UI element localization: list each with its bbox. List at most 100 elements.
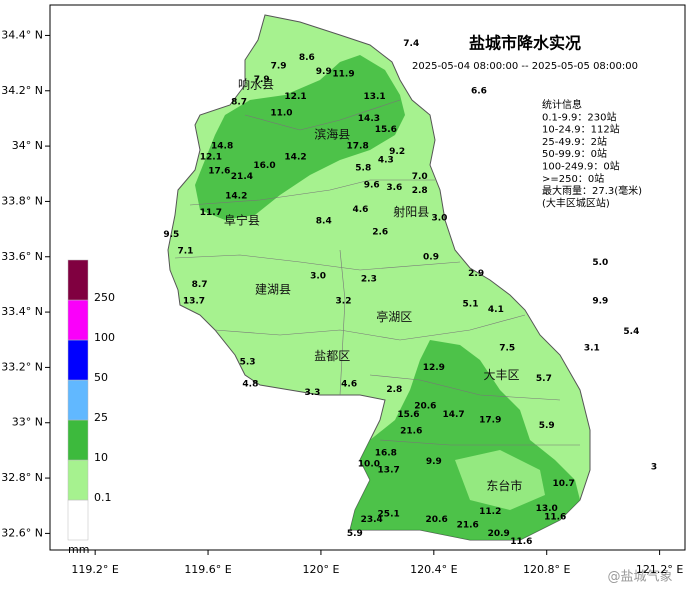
station-value: 2.6: [372, 227, 388, 237]
station-value: 3.0: [431, 214, 447, 224]
x-tick-label: 119.6° E: [184, 563, 231, 576]
legend-swatch: [67, 499, 89, 541]
county-name: 亭湖区: [376, 309, 412, 324]
station-value: 12.1: [200, 153, 222, 163]
map-title: 盐城市降水实况: [469, 34, 581, 53]
station-value: 13.0: [536, 504, 558, 514]
station-value: 17.8: [347, 142, 369, 152]
station-value: 8.6: [299, 53, 315, 63]
x-tick-label: 120.8° E: [523, 563, 570, 576]
y-tick-label: 33.8° N: [1, 194, 43, 207]
station-value: 14.7: [442, 410, 464, 420]
legend-swatch: [67, 299, 89, 341]
station-value: 7.9: [254, 75, 270, 85]
station-value: 11.7: [200, 208, 222, 218]
legend-label: 25: [94, 411, 108, 424]
y-tick-label: 34° N: [12, 139, 43, 152]
x-tick-label: 120.4° E: [410, 563, 457, 576]
station-value: 17.9: [479, 415, 501, 425]
station-value: 9.9: [592, 297, 608, 307]
legend-unit: mm: [68, 543, 89, 556]
station-value: 15.6: [397, 410, 419, 420]
legend-label: 50: [94, 371, 108, 384]
y-tick-label: 34.4° N: [1, 28, 43, 41]
legend-swatch: [67, 379, 89, 421]
y-tick-label: 33.4° N: [1, 305, 43, 318]
map-subtitle: 2025-05-04 08:00:00 -- 2025-05-05 08:00:…: [412, 61, 638, 72]
county-name: 响水县: [238, 77, 274, 92]
station-value: 2.9: [468, 269, 484, 279]
station-value: 25.1: [378, 510, 400, 520]
station-value: 9.9: [426, 457, 442, 467]
county-name: 射阳县: [393, 204, 429, 219]
county-name: 滨海县: [314, 127, 350, 142]
y-tick-label: 33.6° N: [1, 250, 43, 263]
stats-line: 统计信息: [542, 98, 582, 111]
station-value: 13.7: [378, 465, 400, 475]
station-value: 4.6: [352, 205, 368, 215]
x-tick-label: 120° E: [302, 563, 339, 576]
station-value: 7.5: [499, 344, 515, 354]
station-value: 5.3: [240, 357, 256, 367]
station-value: 9.9: [316, 67, 332, 77]
station-value: 3.1: [584, 344, 600, 354]
station-value: 10.0: [358, 460, 380, 470]
station-value: 4.1: [488, 305, 504, 315]
legend-swatch: [67, 419, 89, 461]
stats-line: 100-249.9：0站: [542, 160, 620, 173]
station-value: 12.9: [423, 363, 445, 373]
station-value: 7.4: [403, 39, 419, 49]
station-value: 20.9: [488, 529, 510, 539]
stats-line: (大丰区城区站): [542, 196, 610, 209]
legend-swatch: [67, 339, 89, 381]
station-value: 15.6: [375, 125, 397, 135]
station-value: 7.1: [177, 247, 193, 257]
station-value: 14.3: [358, 114, 380, 124]
legend-label: 100: [94, 331, 115, 344]
station-value: 3.6: [386, 183, 402, 193]
station-value: 8.4: [316, 216, 332, 226]
station-value: 2.3: [361, 274, 377, 284]
stats-line: 最大雨量：27.3(毫米): [542, 184, 642, 197]
station-value: 5.9: [347, 529, 363, 539]
county-name: 阜宁县: [224, 212, 260, 227]
x-tick-label: 119.2° E: [71, 563, 118, 576]
station-value: 11.6: [510, 537, 532, 547]
stats-line: 50-99.9：0站: [542, 147, 607, 160]
stats-line: 25-49.9：2站: [542, 135, 607, 148]
station-value: 13.7: [183, 297, 205, 307]
y-tick-label: 33° N: [12, 416, 43, 429]
y-tick-label: 33.2° N: [1, 360, 43, 373]
legend-label: 250: [94, 291, 115, 304]
station-value: 8.7: [192, 280, 208, 290]
station-value: 17.6: [208, 166, 230, 176]
legend-label: 10: [94, 451, 108, 464]
station-value: 16.0: [253, 161, 275, 171]
station-value: 9.2: [389, 147, 405, 157]
station-value: 7.9: [271, 61, 287, 71]
station-value: 5.0: [592, 258, 608, 268]
station-value: 4.8: [242, 380, 258, 390]
station-value: 11.0: [270, 108, 292, 118]
station-value: 11.6: [544, 512, 566, 522]
station-value: 5.8: [355, 164, 371, 174]
rain-area-light: [455, 450, 545, 510]
station-value: 3: [651, 463, 657, 473]
station-value: 3.2: [336, 297, 352, 307]
station-value: 5.7: [536, 374, 552, 384]
rain-area-north: [195, 55, 405, 220]
legend-swatch: [67, 259, 89, 301]
county-name: 东台市: [486, 478, 522, 493]
legend-label: 0.1: [94, 491, 112, 504]
station-value: 2.8: [412, 186, 428, 196]
station-value: 23.4: [361, 515, 383, 525]
station-value: 8.7: [231, 97, 247, 107]
station-value: 5.9: [539, 421, 555, 431]
y-tick-label: 34.2° N: [1, 84, 43, 97]
station-value: 12.1: [284, 92, 306, 102]
county-name: 盐都区: [314, 349, 350, 363]
county-name: 建湖县: [255, 281, 291, 296]
station-value: 20.6: [426, 515, 448, 525]
station-value: 14.2: [225, 191, 247, 201]
